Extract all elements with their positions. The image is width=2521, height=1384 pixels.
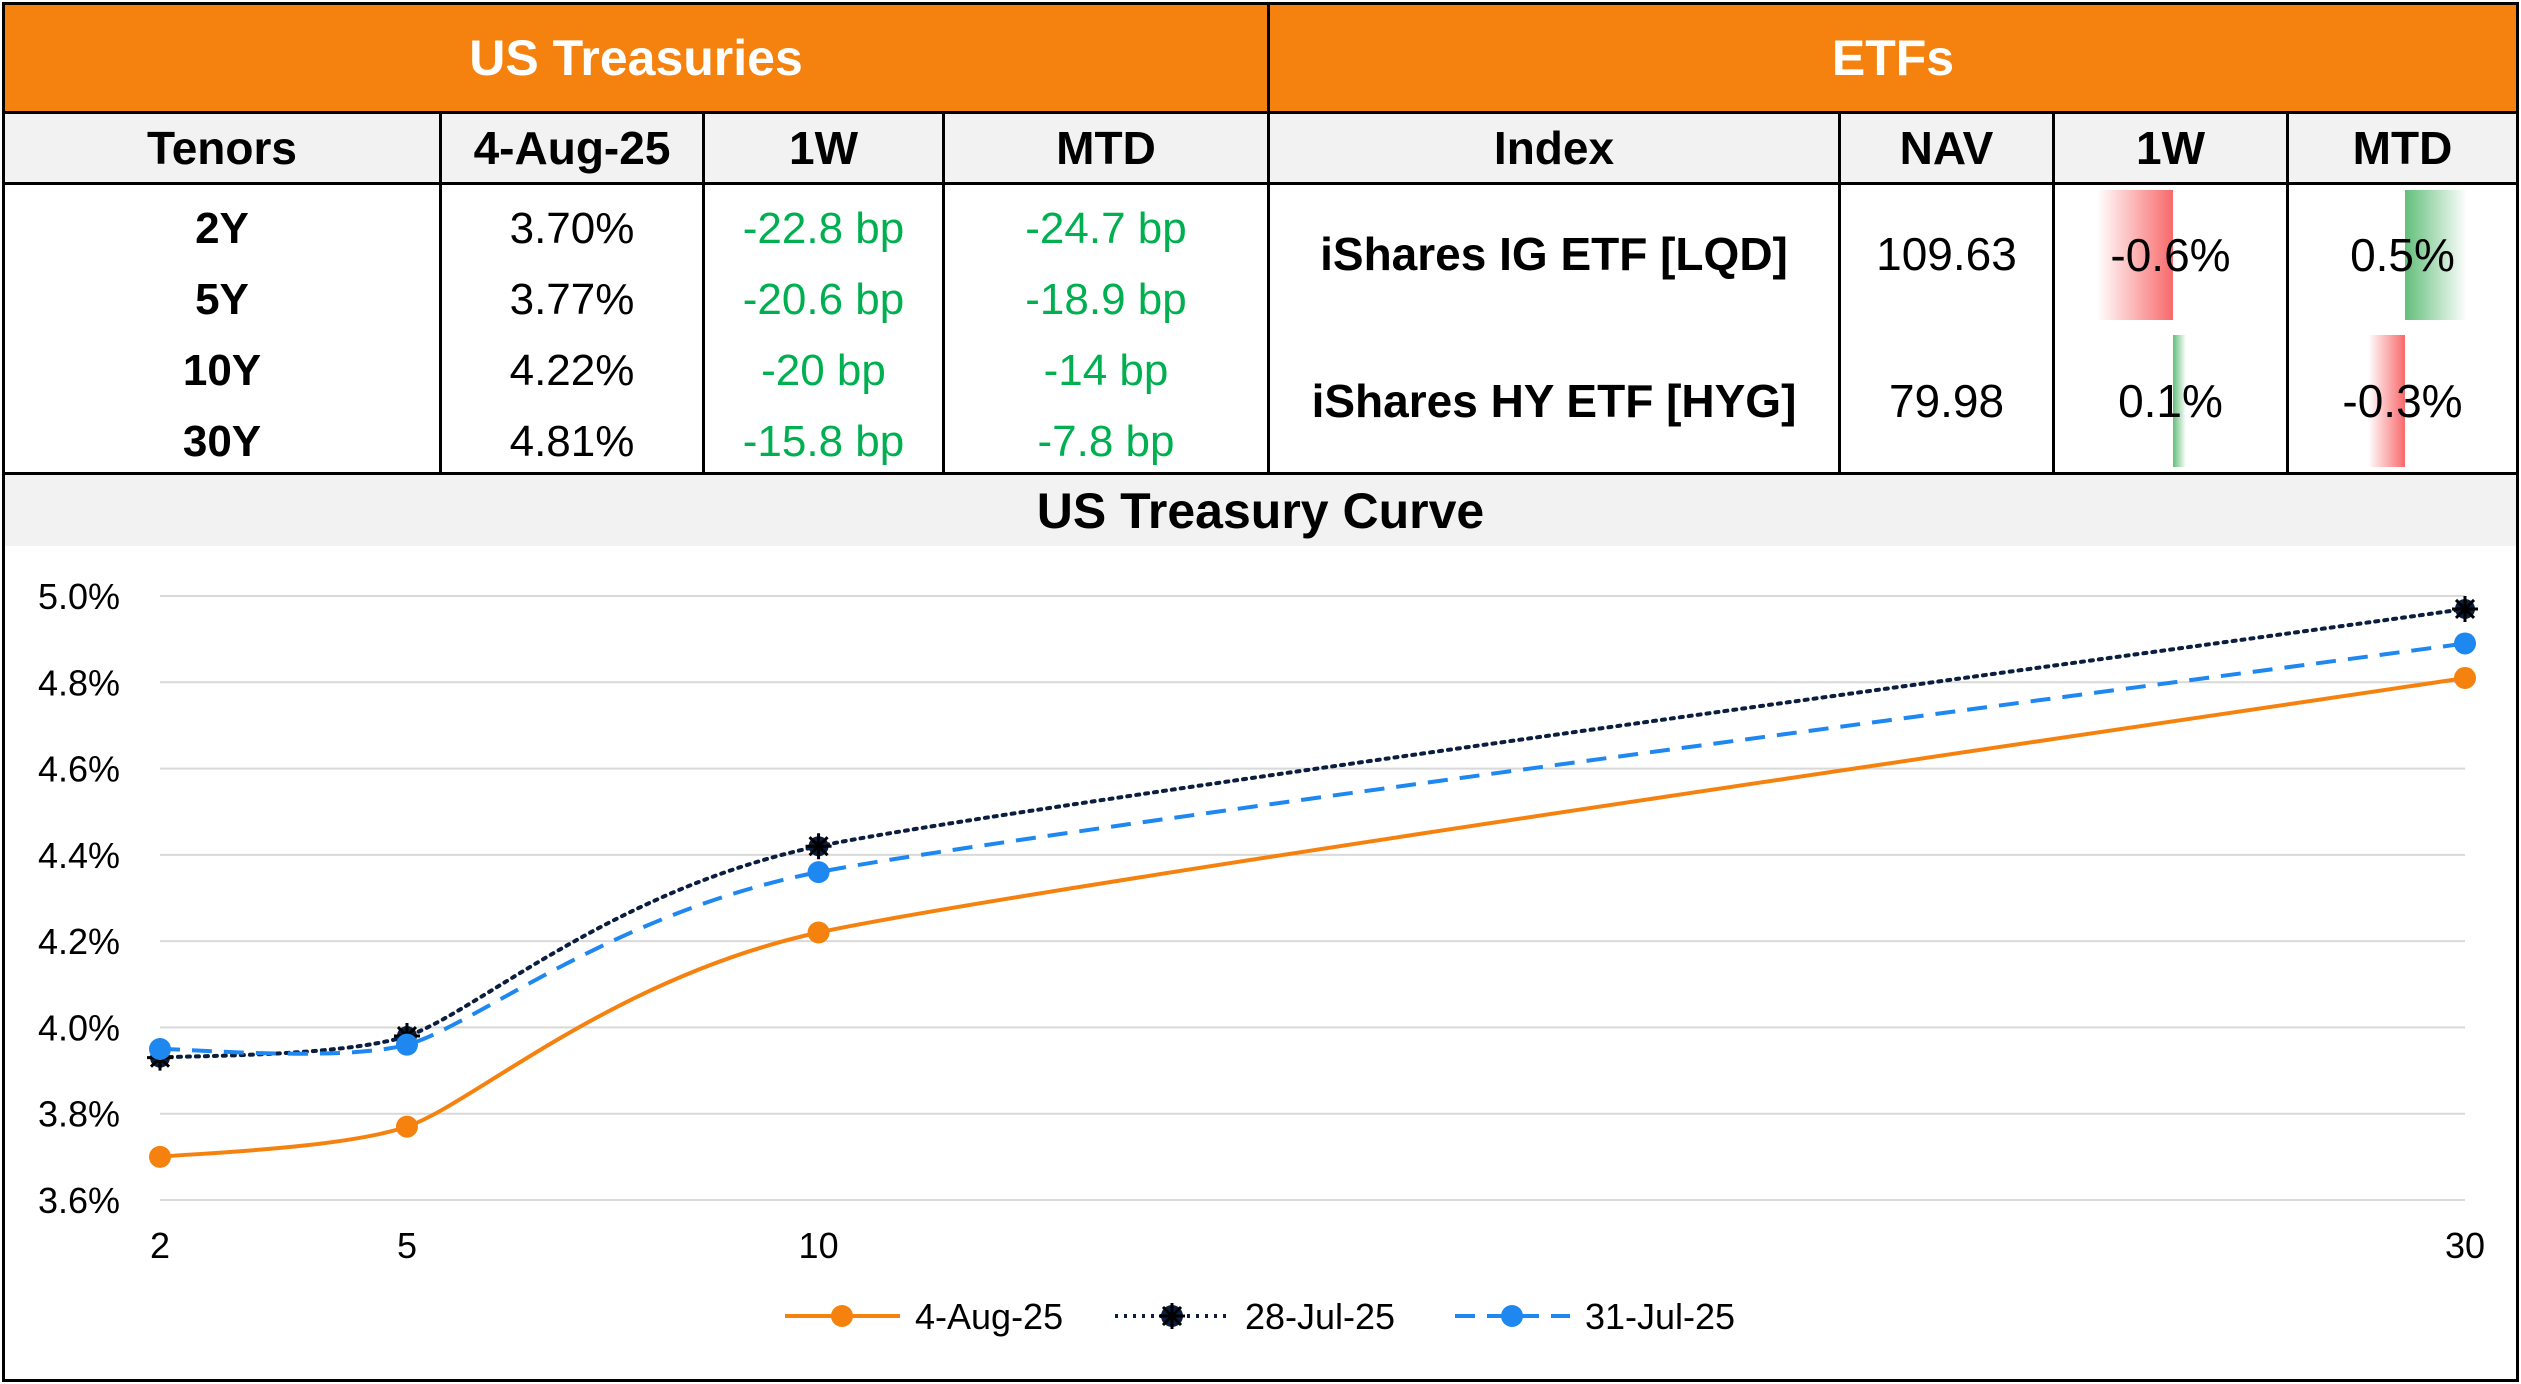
etf-1w-bar-lqd <box>2096 190 2173 320</box>
treasury-col-tenors: Tenors <box>2 111 442 185</box>
mtd-10y: -14 bp <box>1043 345 1169 395</box>
etf-col-1w: 1W <box>2052 111 2289 185</box>
treasuries-header: US Treasuries <box>2 2 1270 114</box>
etf-col-mtd: MTD <box>2286 111 2519 185</box>
tenor-2y: 2Y <box>195 203 249 253</box>
legend-label-28-Jul-25: 28-Jul-25 <box>1245 1296 1395 1337</box>
series-line-31-Jul-25 <box>159 641 2466 1056</box>
w1-30y: -15.8 bp <box>742 416 905 466</box>
etf-index-column: iShares IG ETF [LQD] iShares HY ETF [HYG… <box>1267 182 1841 475</box>
legend-marker-31-Jul-25 <box>1501 1305 1523 1327</box>
point-4-Aug-25-5 <box>395 1115 418 1138</box>
x-tick-label: 5 <box>397 1225 417 1266</box>
legend-marker-4-Aug-25 <box>831 1305 853 1327</box>
etfs-header: ETFs <box>1267 2 2519 114</box>
point-marker-28-Jul-25-30 <box>2452 595 2478 622</box>
point-4-Aug-25-10 <box>807 921 830 944</box>
x-tick-label: 30 <box>2445 1225 2485 1266</box>
legend-label-31-Jul-25: 31-Jul-25 <box>1585 1296 1735 1337</box>
series-line-28-Jul-25 <box>158 606 2467 1060</box>
etf-1w-column: -0.6% 0.1% <box>2052 182 2289 475</box>
chart-frame: 3.6% 3.8% 4.0% 4.2% 4.4% 4.6% 4.8% 5.0% 2 5 10 30 4-… <box>2 546 2519 1382</box>
etf-mtd-bar-lqd <box>2405 190 2468 320</box>
treasury-curve-chart: 3.6% 3.8% 4.0% 4.2% 4.4% 4.6% 4.8% 5.0% 2 5 10 30 4-… <box>38 576 2485 1337</box>
treasury-1w-column: -22.8 bp -20.6 bp -20 bp -15.8 bp <box>702 182 945 475</box>
treasury-col-mtd: MTD <box>942 111 1270 185</box>
etf-1w-hyg: 0.1% <box>2118 375 2223 427</box>
point-4-Aug-25-30 <box>2454 666 2476 689</box>
y-tick-label: 4.8% <box>38 662 120 703</box>
etf-mtd-column: 0.5% -0.3% <box>2286 182 2519 475</box>
etf-name-hyg: iShares HY ETF [HYG] <box>1311 375 1797 427</box>
w1-10y: -20 bp <box>761 345 886 395</box>
etf-nav-column: 109.63 79.98 <box>1838 182 2055 475</box>
etf-name-lqd: iShares IG ETF [LQD] <box>1320 228 1788 280</box>
point-marker-28-Jul-25-10 <box>805 833 832 860</box>
etf-mtd-hyg: -0.3% <box>2342 375 2463 427</box>
etf-col-nav: NAV <box>1838 111 2055 185</box>
treasury-col-date: 4-Aug-25 <box>439 111 705 185</box>
tenor-10y: 10Y <box>182 345 262 395</box>
curve-title: US Treasury Curve <box>2 472 2519 549</box>
y-tick-label: 3.8% <box>38 1094 120 1135</box>
point-31-Jul-25-5 <box>395 1033 418 1056</box>
treasury-col-1w: 1W <box>702 111 945 185</box>
mtd-30y: -7.8 bp <box>1037 416 1175 466</box>
mtd-5y: -18.9 bp <box>1025 274 1187 324</box>
etf-mtd-lqd: 0.5% <box>2350 229 2455 281</box>
mtd-2y: -24.7 bp <box>1025 203 1187 253</box>
y-tick-label: 4.0% <box>38 1007 120 1048</box>
tenor-5y: 5Y <box>195 274 249 324</box>
point-31-Jul-25-2 <box>149 1038 171 1060</box>
legend-label-4-Aug-25: 4-Aug-25 <box>915 1296 1063 1337</box>
point-31-Jul-25-30 <box>2454 632 2476 655</box>
point-4-Aug-25-2 <box>149 1145 171 1168</box>
etf-1w-bar-hyg <box>2173 335 2186 467</box>
series-line-4-Aug-25 <box>159 675 2466 1159</box>
legend-marker-star <box>1159 1303 1185 1329</box>
y-tick-label: 4.4% <box>38 835 120 876</box>
point-31-Jul-25-10 <box>807 861 830 884</box>
treasury-mtd-column: -24.7 bp -18.9 bp -14 bp -7.8 bp <box>942 182 1270 475</box>
etf-1w-lqd: -0.6% <box>2110 229 2231 281</box>
y-tick-label: 5.0% <box>38 576 120 617</box>
yield-10y: 4.22% <box>509 345 635 395</box>
y-tick-label: 3.6% <box>38 1180 120 1221</box>
treasury-tenor-column: 2Y 5Y 10Y 30Y <box>2 182 442 475</box>
etf-mtd-bar-hyg <box>2367 335 2405 467</box>
y-tick-label: 4.6% <box>38 749 120 790</box>
tenor-30y: 30Y <box>182 416 262 466</box>
yield-2y: 3.70% <box>509 203 635 253</box>
x-tick-label: 2 <box>150 1225 170 1266</box>
etf-nav-lqd: 109.63 <box>1876 228 2017 280</box>
yield-5y: 3.77% <box>509 274 635 324</box>
x-tick-label: 10 <box>799 1225 839 1266</box>
treasury-yield-column: 3.70% 3.77% 4.22% 4.81% <box>439 182 705 475</box>
yield-30y: 4.81% <box>509 416 635 466</box>
w1-2y: -22.8 bp <box>742 203 905 253</box>
w1-5y: -20.6 bp <box>742 274 905 324</box>
y-tick-label: 4.2% <box>38 921 120 962</box>
etf-col-index: Index <box>1267 111 1841 185</box>
etf-nav-hyg: 79.98 <box>1888 375 2005 427</box>
